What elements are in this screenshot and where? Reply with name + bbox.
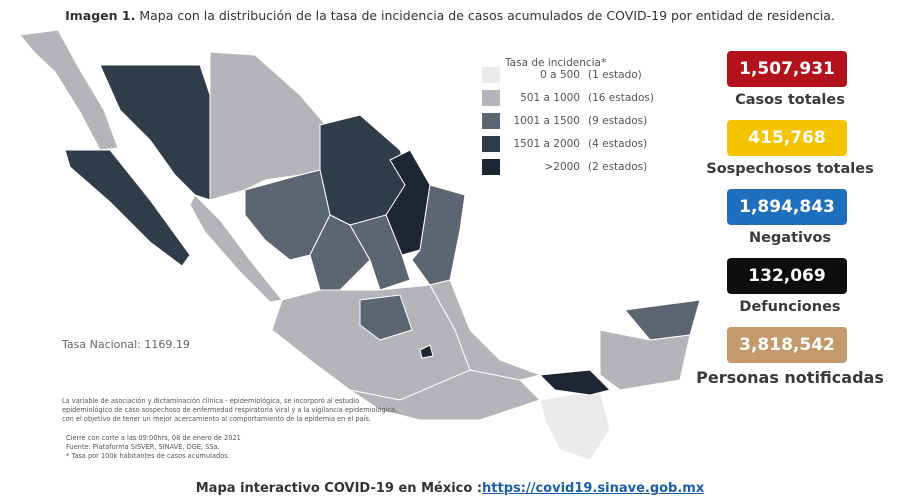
note-line: La variable de asociación y dictaminació… bbox=[62, 397, 360, 405]
legend-count: (1 estado) bbox=[588, 69, 642, 81]
map bbox=[19, 29, 701, 461]
state bbox=[359, 294, 413, 341]
note-line: * Tasa por 100k habitantes de casos acum… bbox=[66, 452, 230, 460]
stat-value: 1,507,931 bbox=[727, 51, 847, 87]
legend-count: (16 estados) bbox=[588, 92, 654, 104]
state bbox=[538, 369, 611, 396]
legend-swatch bbox=[482, 90, 500, 106]
state bbox=[429, 279, 542, 381]
stat-label: Personas notificadas bbox=[696, 368, 884, 387]
legend-range: 501 a 1000 bbox=[520, 92, 580, 104]
legend-range: 1001 a 1500 bbox=[513, 115, 580, 127]
legend-swatch bbox=[482, 159, 500, 175]
legend-range: 0 a 500 bbox=[540, 69, 580, 81]
legend-count: (2 estados) bbox=[588, 161, 648, 173]
stat-label: Sospechosos totales bbox=[706, 161, 874, 177]
state bbox=[599, 329, 691, 391]
footer: Mapa interactivo COVID-19 en México :htt… bbox=[0, 481, 900, 496]
legend-item: 501 a 1000 (16 estados) bbox=[482, 89, 654, 107]
legend-count: (4 estados) bbox=[588, 138, 648, 150]
legend-item: 1501 a 2000 (4 estados) bbox=[482, 135, 647, 153]
state bbox=[19, 29, 119, 151]
note-line: con el objetivo de tener un mejor acerca… bbox=[62, 415, 372, 423]
stat-label: Defunciones bbox=[739, 299, 841, 315]
stat-value: 3,818,542 bbox=[727, 327, 847, 363]
legend-swatch bbox=[482, 67, 500, 83]
title-text: Mapa con la distribución de la tasa de i… bbox=[139, 8, 835, 23]
state bbox=[624, 299, 701, 341]
legend-swatch bbox=[482, 136, 500, 152]
legend-count: (9 estados) bbox=[588, 115, 648, 127]
legend-item: >2000 (2 estados) bbox=[482, 158, 647, 176]
legend-item: 1001 a 1500 (9 estados) bbox=[482, 112, 647, 130]
stat-label: Negativos bbox=[748, 230, 832, 246]
national-rate: Tasa Nacional: 1169.19 bbox=[62, 338, 190, 351]
title-bold: Imagen 1. bbox=[65, 8, 136, 23]
state bbox=[539, 389, 611, 461]
footer-text: Mapa interactivo COVID-19 en México : bbox=[195, 481, 483, 496]
stat-value: 132,069 bbox=[727, 258, 847, 294]
state bbox=[385, 149, 431, 256]
stat-value: 1,894,843 bbox=[727, 189, 847, 225]
state bbox=[419, 344, 434, 359]
state bbox=[349, 214, 411, 291]
note-line: epidemiológico de caso sospechoso de enf… bbox=[62, 406, 398, 414]
legend-swatch bbox=[482, 113, 500, 129]
title: Imagen 1. Mapa con la distribución de la… bbox=[0, 8, 900, 23]
note-line: Fuente: Plataforma SISVER, SINAVE, DGE, … bbox=[66, 443, 220, 451]
stat-value: 415,768 bbox=[727, 120, 847, 156]
state bbox=[64, 149, 191, 267]
legend-title: Tasa de incidencia* bbox=[505, 57, 607, 69]
legend-item: 0 a 500 (1 estado) bbox=[482, 66, 642, 84]
legend-range: >2000 bbox=[544, 161, 580, 173]
footer-link[interactable]: https://covid19.sinave.gob.mx bbox=[482, 481, 705, 496]
note-line: Cierre con corte a las 09:00hrs, 08 de e… bbox=[66, 434, 241, 442]
legend-range: 1501 a 2000 bbox=[513, 138, 580, 150]
state bbox=[189, 194, 283, 303]
stat-label: Casos totales bbox=[735, 92, 845, 108]
